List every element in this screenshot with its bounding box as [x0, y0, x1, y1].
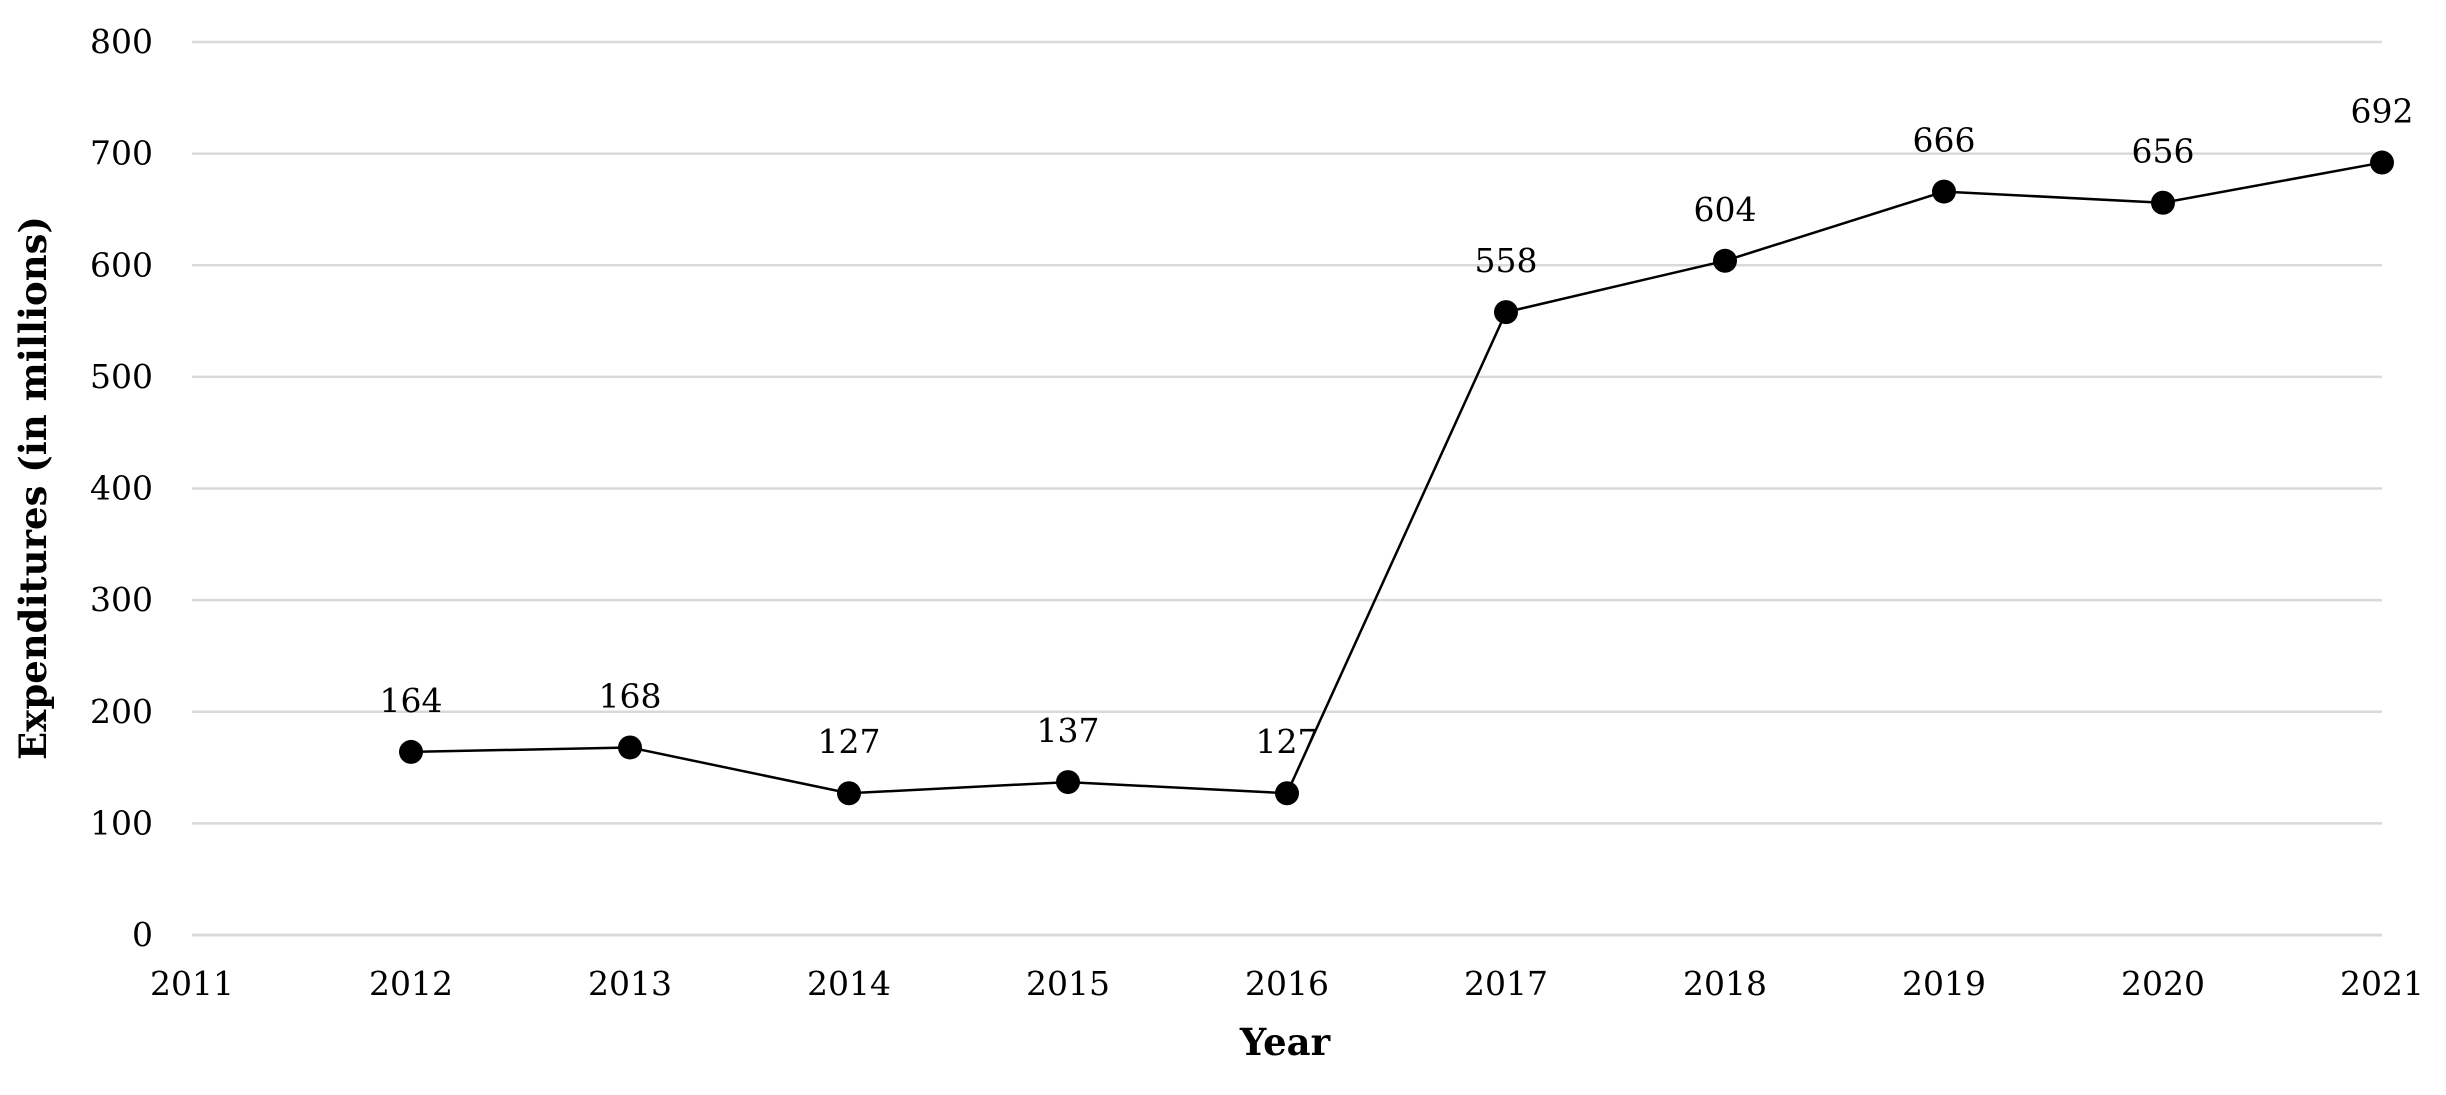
x-tick-label: 2018: [1683, 964, 1767, 1003]
data-point-2021: [2370, 150, 2394, 175]
y-tick-label: 400: [90, 469, 153, 508]
data-label-2020: 656: [2132, 132, 2195, 171]
y-tick-label: 800: [90, 22, 153, 61]
data-label-2018: 604: [1694, 190, 1757, 229]
data-point-2013: [618, 735, 642, 760]
x-tick-label: 2011: [150, 964, 234, 1003]
x-tick-label: 2014: [807, 964, 891, 1003]
data-label-2019: 666: [1913, 121, 1976, 160]
x-tick-label: 2015: [1026, 964, 1110, 1003]
y-tick-label: 300: [90, 580, 153, 619]
data-label-2013: 168: [599, 676, 662, 715]
y-tick-label: 500: [90, 357, 153, 396]
series-line: [410, 161, 2383, 795]
data-point-2020: [2151, 190, 2175, 215]
y-tick-label: 100: [90, 803, 153, 842]
data-label-2015: 137: [1037, 711, 1100, 750]
x-tick-label: 2020: [2121, 964, 2205, 1003]
data-label-2012: 164: [380, 681, 443, 720]
data-label-2017: 558: [1475, 241, 1538, 280]
y-tick-label: 700: [90, 134, 153, 173]
data-point-2018: [1713, 248, 1737, 273]
data-label-2016: 127: [1256, 722, 1319, 761]
x-tick-label: 2016: [1245, 964, 1329, 1003]
x-tick-label: 2017: [1464, 964, 1548, 1003]
data-label-2021: 692: [2351, 92, 2414, 131]
x-tick-label: 2013: [588, 964, 672, 1003]
x-axis: 2011 2012 2013 2014 2015 2016 2017 2018 2019 2020…: [150, 933, 2424, 1003]
y-tick-label: 0: [132, 915, 153, 954]
data-point-2015: [1056, 770, 1080, 795]
y-axis-title: Expenditures (in millions): [11, 216, 55, 760]
y-tick-label: 600: [90, 245, 153, 284]
y-axis: 0 100 200 300 400 500 600 700 800: [90, 22, 153, 954]
x-axis-title: Year: [1239, 1020, 1331, 1064]
data-labels: 164 168 127 137 127 558 604 666 656 692: [380, 92, 2414, 762]
data-point-2016: [1275, 781, 1299, 806]
x-tick-label: 2019: [1902, 964, 1986, 1003]
series-expenditures: [399, 150, 2394, 806]
data-point-2019: [1932, 179, 1956, 204]
gridlines: [192, 40, 2382, 825]
y-tick-label: 200: [90, 692, 153, 731]
data-point-2017: [1494, 300, 1518, 325]
data-point-2012: [399, 739, 423, 764]
x-tick-label: 2021: [2340, 964, 2424, 1003]
data-point-2014: [837, 781, 861, 806]
x-tick-label: 2012: [369, 964, 453, 1003]
data-label-2014: 127: [818, 722, 881, 761]
